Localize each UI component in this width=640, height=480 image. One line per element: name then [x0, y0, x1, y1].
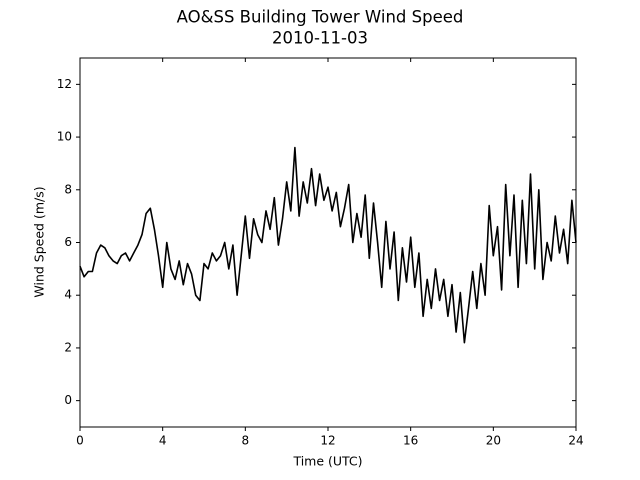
- y-tick-label: 10: [57, 130, 72, 144]
- chart-title: AO&SS Building Tower Wind Speed: [177, 8, 464, 27]
- x-axis-label: Time (UTC): [292, 454, 362, 469]
- y-tick-label: 2: [64, 340, 72, 354]
- y-tick-label: 12: [57, 77, 72, 91]
- x-tick-label: 4: [159, 434, 167, 448]
- y-tick-label: 6: [64, 235, 72, 249]
- x-tick-label: 12: [320, 434, 335, 448]
- x-tick-label: 24: [568, 434, 583, 448]
- y-axis-label: Wind Speed (m/s): [32, 186, 47, 297]
- plot-frame: [79, 57, 577, 428]
- x-tick-label: 8: [242, 434, 250, 448]
- x-tick-label: 16: [403, 434, 418, 448]
- x-tick-label: 20: [486, 434, 501, 448]
- x-tick-label: 0: [76, 434, 84, 448]
- y-tick-label: 8: [64, 182, 72, 196]
- chart-subtitle: 2010-11-03: [272, 29, 368, 48]
- y-tick-label: 0: [64, 393, 72, 407]
- y-tick-label: 4: [64, 288, 72, 302]
- data-line: [79, 146, 577, 344]
